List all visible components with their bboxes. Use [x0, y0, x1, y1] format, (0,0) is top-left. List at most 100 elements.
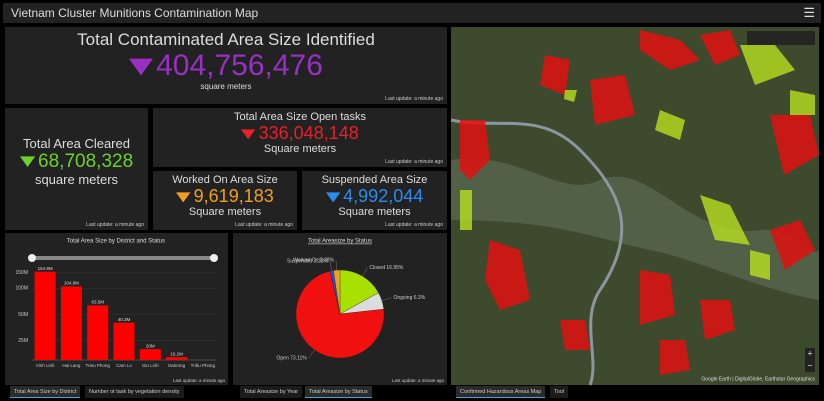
last-update: Last update: a minute ago — [235, 222, 293, 228]
last-update: Last update: a minute ago — [385, 159, 443, 165]
map-terrain — [451, 158, 819, 300]
indicator-title: Total Contaminated Area Size Identified — [77, 30, 375, 49]
chart-title: Total Areasize by Status — [308, 239, 372, 245]
triangle — [19, 156, 36, 168]
y-tick-label: 25M — [18, 338, 28, 344]
triangle — [241, 129, 256, 140]
slice-label: Worked On 2.38% — [293, 257, 334, 263]
indicator: Worked On Area Size 9,619,183 Square meter… — [153, 171, 297, 230]
leader-line — [335, 260, 337, 271]
header: Vietnam Cluster Munitions Contamination … — [3, 3, 821, 23]
indicator: Total Contaminated Area Size Identified 4… — [5, 27, 447, 104]
x-tick-label: Cam Lo — [116, 363, 132, 368]
map-attribution: Google Earth | DigitalGlobe, Earthstar G… — [701, 376, 815, 382]
slider-handle[interactable] — [28, 254, 36, 262]
tab[interactable]: Total Area Size by District — [10, 386, 81, 398]
indicator-title: Total Area Cleared — [23, 136, 130, 151]
slice-label: Closed 16.95% — [369, 265, 403, 271]
down-icon — [241, 129, 256, 140]
last-update: Last update: a minute ago — [86, 222, 144, 228]
last-update: Last update: a minute ago — [392, 378, 445, 383]
slice-label: Ongoing 6.3% — [393, 295, 425, 301]
last-update: Last update: a minute ago — [385, 222, 443, 228]
slice-label: Open 73.11% — [277, 355, 308, 361]
pie-slice — [339, 269, 379, 315]
cleared-areas — [460, 45, 815, 280]
data-label: 16.2M — [170, 351, 183, 356]
indicator-title: Suspended Area Size — [321, 174, 428, 186]
triangle — [129, 58, 154, 76]
indicator-title: Total Area Size Open tasks — [233, 111, 367, 123]
indicator-unit: Square meters — [188, 206, 262, 218]
x-tick-label: Dakrong — [168, 363, 186, 368]
down-icon — [129, 58, 154, 76]
leader-line — [329, 260, 332, 271]
slider-handle[interactable] — [210, 254, 218, 262]
dashboard-title: Vietnam Cluster Munitions Contamination … — [11, 6, 259, 20]
indicator-value: 336,048,148 — [258, 123, 359, 143]
y-tick-label: 100M — [15, 286, 28, 292]
indicator-title: Worked On Area Size — [172, 174, 278, 186]
bar — [139, 349, 161, 360]
down-icon — [325, 192, 341, 203]
chart-title: Total Area Size by District and Status — [67, 239, 165, 245]
down-icon — [176, 192, 191, 203]
indicator-unit: square meters — [200, 82, 252, 91]
bar — [60, 286, 82, 360]
leader-line — [362, 267, 368, 277]
zoom-in[interactable]: + — [807, 348, 812, 358]
leader-line — [308, 349, 315, 359]
zoom-controls[interactable] — [805, 348, 815, 372]
tab[interactable]: Tool — [550, 386, 569, 398]
indicator: Total Area Size Open tasks 336,048,148 Squ… — [153, 108, 447, 167]
map-river — [450, 118, 624, 386]
bar — [113, 322, 135, 360]
slice-label: Suspended 1.23% — [287, 258, 328, 264]
data-label: 63.5M — [91, 300, 104, 305]
triangle — [176, 192, 191, 203]
x-tick-label: Hai Lang — [62, 363, 81, 368]
y-tick-label: 150M — [15, 270, 28, 276]
last-update: Last update: a minute ago — [385, 96, 443, 102]
data-label: 20M — [146, 343, 155, 348]
x-tick-label: Trieu Phong — [86, 363, 111, 368]
zoom-out[interactable]: − — [807, 360, 812, 370]
indicator-value: 4,992,044 — [343, 186, 424, 206]
x-tick-label: Vinh Linh — [36, 363, 55, 368]
indicator-unit: square meters — [34, 172, 119, 187]
indicator-value-row: 9,619,183 — [153, 186, 297, 206]
map-toolbar[interactable] — [747, 31, 815, 45]
tab[interactable]: Number ot task by vegetation density — [85, 386, 184, 398]
indicator-value: 9,619,183 — [193, 186, 274, 206]
down-icon — [19, 156, 36, 168]
y-tick-label: 50M — [18, 312, 28, 318]
indicator-unit: Square meters — [263, 143, 337, 155]
indicator: Suspended Area Size 4,992,044 Square meter… — [302, 171, 447, 230]
indicator-value: 68,708,328 — [38, 151, 134, 172]
tab[interactable]: Confirmed Hazardous Areas Map — [456, 386, 546, 398]
menu-button[interactable]: ☰ — [803, 5, 815, 20]
data-label: 154.9M — [38, 266, 53, 271]
indicator-value-row: 404,756,476 — [5, 50, 447, 82]
tab[interactable]: Total Areasize by Year — [240, 386, 303, 398]
indicator-value-row: 336,048,148 — [153, 123, 447, 143]
data-label: 104.9M — [64, 281, 79, 286]
bar — [34, 271, 56, 360]
map: + − Google Earth | DigitalGlobe, Earthst… — [450, 27, 819, 386]
indicator-value-row: 68,708,328 — [5, 151, 148, 172]
tab[interactable]: Total Areasize by Status — [305, 386, 372, 398]
leader-line — [381, 297, 392, 301]
x-tick-label: Gio Linh — [142, 363, 159, 368]
pie-slice — [295, 270, 385, 359]
indicator: Total Area Cleared 68,708,328 square meter… — [5, 108, 148, 230]
x-tick-label: Triệu Phong — [191, 363, 216, 368]
data-label: 40.3M — [118, 317, 131, 322]
indicator-value-row: 4,992,044 — [302, 186, 447, 206]
last-update: Last update: a minute ago — [173, 378, 226, 383]
bar — [87, 305, 109, 360]
triangle — [325, 192, 341, 203]
bar — [166, 357, 188, 360]
indicator-unit: Square meters — [338, 206, 411, 218]
